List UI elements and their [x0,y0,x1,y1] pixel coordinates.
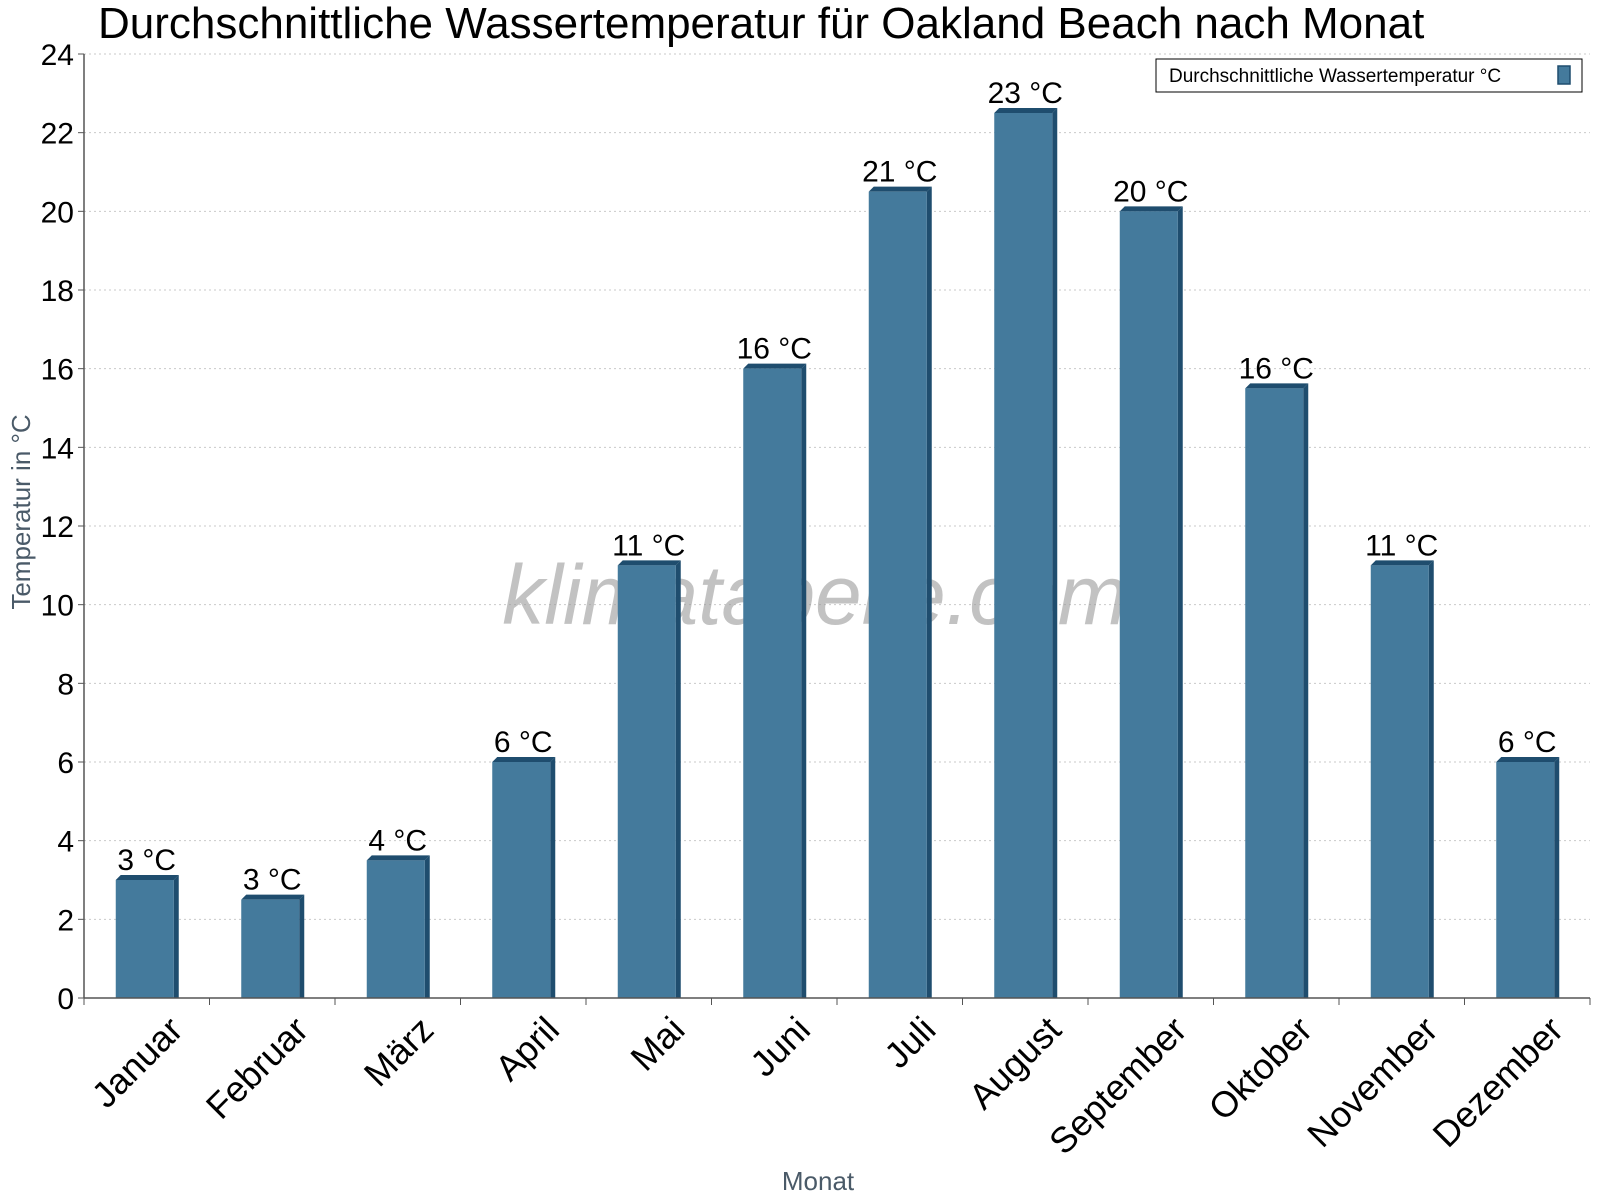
data-label: 21 °C [862,156,937,189]
legend-box [1155,58,1583,93]
bar-top [115,875,179,880]
bars [115,108,1560,999]
axes [78,53,1591,1005]
bar [617,565,676,998]
bar-top [366,855,430,861]
bar-side [801,363,807,999]
y-tick-label: 22 [41,118,74,151]
x-tick-label: Februar [198,1009,316,1127]
x-tick-label: Mai [622,1009,692,1079]
x-tick-label: November [1299,1009,1445,1155]
x-axis-title: Monat [782,1166,855,1196]
bar [492,762,551,998]
bar-top [1119,206,1183,212]
data-label: 23 °C [988,77,1063,110]
bar-side [424,855,430,998]
x-tick-label: Dezember [1424,1009,1570,1155]
y-tick-label: 18 [41,275,74,308]
bar-april [492,757,556,998]
bar-side [1554,757,1560,998]
y-tick-label: 14 [41,432,74,465]
bar [868,191,927,998]
bar-top [1370,560,1434,566]
bar [1245,388,1304,998]
bar-side [550,757,556,998]
x-tick-label: Juli [876,1009,943,1076]
y-tick-label: 0 [57,983,74,1016]
bar-side [926,186,932,998]
bar-mai [617,560,681,998]
bar-side [675,560,681,998]
bar [1119,211,1178,999]
bar [1496,762,1555,998]
data-label: 6 °C [1498,726,1557,759]
bar-juli [868,186,932,998]
bar-top [743,363,807,369]
data-label: 16 °C [737,333,812,366]
bar-august [994,108,1058,998]
x-tick-label: August [961,1009,1069,1117]
bar-side [299,894,305,998]
legend-swatch [1557,65,1571,85]
bar [743,368,802,999]
bar-märz [366,855,430,998]
bar [241,899,300,998]
bar [115,880,174,998]
y-tick-label: 2 [57,904,74,937]
y-tick-label: 12 [41,511,74,544]
bar-side [1052,108,1058,998]
bar-dezember [1496,757,1560,998]
x-tick-label: März [356,1009,442,1095]
bar-juni [743,363,807,999]
bar [1370,565,1429,998]
bar-side [1428,560,1434,998]
bar [994,113,1053,998]
data-label: 3 °C [117,844,176,877]
y-tick-label: 10 [41,590,74,623]
bar-top [617,560,681,566]
chart-title: Durchschnittliche Wassertemperatur für O… [98,0,1424,48]
x-tick-label: Oktober [1200,1009,1320,1129]
x-tick-labels: Januar Februar März April Mai Juni Juli AugustS… [84,1009,1571,1163]
data-label: 16 °C [1239,352,1314,385]
bar-side [1177,206,1183,999]
data-label: 4 °C [368,824,427,857]
data-labels: 3 °C 3 °C 4 °C 6 °C 11 °C 16 °C 21 °C 23 °C 20 °… [117,77,1556,897]
bar-side [173,875,179,998]
y-tick-label: 6 [57,747,74,780]
y-tick-label: 20 [41,196,74,229]
bar-oktober [1245,383,1309,998]
bar [366,860,425,998]
bar-top [492,757,556,762]
bar-top [1496,757,1560,762]
y-tick-label: 4 [57,826,74,859]
bar-top [868,186,932,192]
y-tick-label: 24 [41,39,74,72]
x-tick-label: September [1041,1009,1195,1163]
bar-februar [241,894,305,998]
x-tick-label: Januar [84,1009,191,1116]
bar-top [994,108,1058,113]
bar-januar [115,875,179,998]
bar-top [1245,383,1309,389]
grid-lines [84,53,1590,920]
x-tick-label: Juni [742,1009,818,1085]
data-label: 11 °C [1365,529,1438,562]
data-label: 11 °C [612,529,685,562]
legend-label: Durchschnittliche Wassertemperatur °C [1169,66,1501,87]
data-label: 6 °C [494,726,553,759]
x-tick-label: April [487,1009,567,1089]
bar-top [241,894,305,900]
y-axis-title: Temperatur in °C [6,414,36,609]
bar-september [1119,206,1183,999]
bar-november [1370,560,1434,998]
y-tick-label: 16 [41,354,74,387]
legend: Durchschnittliche Wassertemperatur °C [1155,58,1583,93]
bar-side [1303,383,1309,998]
data-label: 20 °C [1113,175,1188,208]
data-label: 3 °C [243,864,302,897]
y-tick-label: 8 [57,668,74,701]
